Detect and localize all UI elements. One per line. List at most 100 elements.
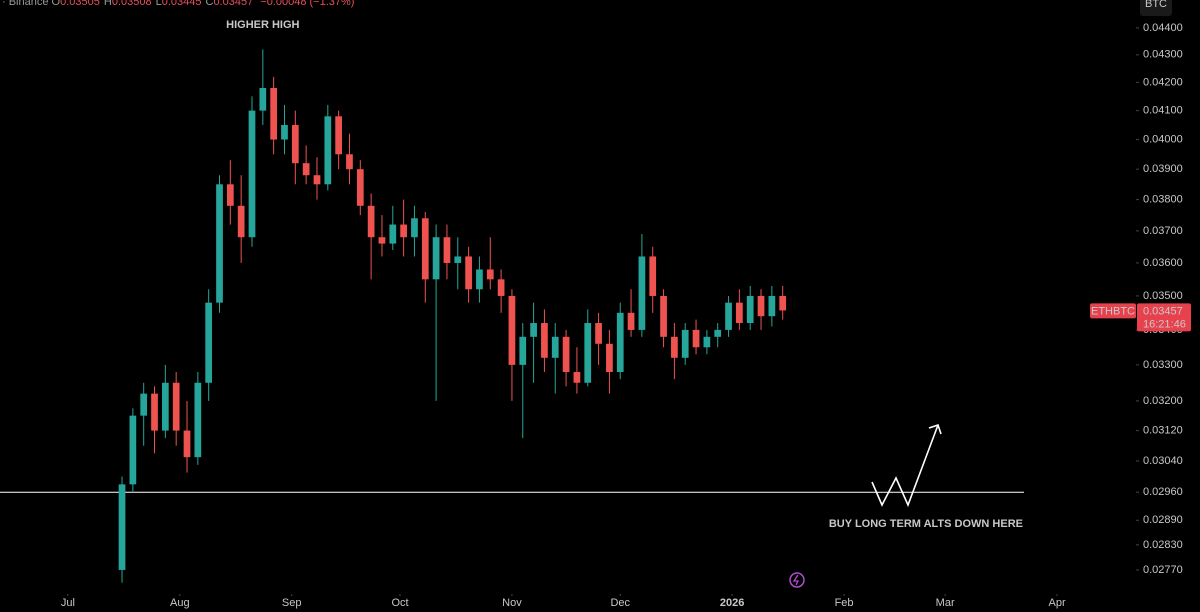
x-tick-label: Dec [610,597,630,609]
x-tick-label: Jul [61,597,75,609]
candle-body [486,269,494,280]
candle-body [324,116,332,185]
candle-body [714,329,722,337]
x-tick-label: Mar [936,597,955,609]
candle-body [118,484,126,570]
candle-body [671,336,678,358]
candle-body [595,323,602,344]
ohlc-header: · Binance O0.03505 H0.03508 L0.03445 C0.034… [2,0,358,8]
candle-body [302,163,310,176]
y-tick-label: 0.03120 [1143,424,1183,436]
candle-body [692,329,700,348]
candle-body [129,415,137,485]
candle-body [183,430,191,458]
candle-body [725,302,732,330]
y-tick-label: 0.03300 [1143,359,1183,371]
zigzag-arrow [871,424,939,508]
y-tick-label: 0.02770 [1143,564,1183,576]
y-tick-label: 0.04300 [1143,49,1183,61]
ohlc-value: 0.03505 [60,0,100,8]
ohlc-value: 0.03457 [213,0,254,8]
candle-body [519,336,527,365]
y-tick-label: 0.03500 [1143,290,1183,302]
candle-body [367,205,375,238]
candle-body [454,256,462,263]
x-tick-label: Nov [502,597,522,609]
candle-body [757,295,765,317]
candle-body [421,218,429,280]
candle-body [616,312,624,372]
y-tick-label: 0.03200 [1143,395,1183,407]
price-tag [1137,303,1191,332]
price-label: 0.03457 [1143,305,1183,317]
candle-body [335,116,342,155]
candle-body [259,87,267,111]
x-tick-label: Aug [170,597,190,609]
candle-body [291,124,299,164]
candle-body [443,237,451,263]
candle-body [660,295,667,337]
currency: BTC [1145,0,1167,10]
x-tick-label: Apr [1049,597,1066,609]
candle-body [606,343,613,372]
candle-body [768,295,776,317]
candle-body [530,323,537,337]
x-tick-label: Oct [391,597,408,609]
candle-body [400,224,407,238]
candle-body [746,295,754,324]
change: −0.00048 (−1.37%) [260,0,355,8]
source: · Binance [2,0,49,8]
candle-body [226,184,234,206]
candle-body [779,295,787,311]
ohlc-key: H [103,0,112,8]
candle-body [237,205,245,238]
candle-body [194,382,202,458]
candle-body [356,169,364,206]
lightning-icon[interactable] [789,572,805,588]
y-tick-label: 0.04400 [1143,22,1183,34]
y-tick-label: 0.03700 [1143,225,1183,237]
arrow-head [928,423,942,435]
ohlc-key: C [205,0,214,8]
ohlc-key: O [51,0,61,8]
candle-body [551,336,559,358]
candle-body [681,329,689,358]
x-tick-label: Sep [282,597,302,609]
y-tick-label: 0.02830 [1143,539,1183,551]
candle-body [378,237,386,244]
candle-body [736,302,743,324]
candle-body [281,124,288,140]
candle-body [248,110,256,238]
ohlc-items: O0.03505 H0.03508 L0.03445 C0.03457 [52,0,258,8]
x-tick-label: 2026 [720,597,744,609]
candle-body [584,323,592,383]
candle-body [205,302,213,383]
annotation: HIGHER HIGH [226,19,299,31]
candle-body [172,382,180,431]
candle-body [346,154,353,170]
ohlc-value: 0.03508 [111,0,152,8]
candle-body [216,184,223,303]
lightning-bolt [792,574,800,586]
ohlc-value: 0.03445 [161,0,202,8]
candle-body [465,256,472,290]
y-tick-label: 0.03800 [1143,194,1183,206]
candle-body [638,256,646,330]
candle-body [161,382,169,431]
candle-body [508,295,516,365]
candle-body [573,371,581,383]
candle-body [151,393,158,431]
y-tick-label: 0.03040 [1143,455,1183,467]
candle-body [497,279,505,296]
y-tick-label: 0.02960 [1143,486,1183,498]
y-tick-label: 0.03600 [1143,257,1183,269]
candle-body [411,218,418,238]
symbol-label: ETHBTC [1091,305,1135,317]
currency-box [1140,0,1172,16]
candle-body [313,175,321,185]
candle-body [476,269,483,290]
y-tick-label: 0.04200 [1143,76,1183,88]
candle-body [389,224,397,244]
candle-body [140,393,148,416]
